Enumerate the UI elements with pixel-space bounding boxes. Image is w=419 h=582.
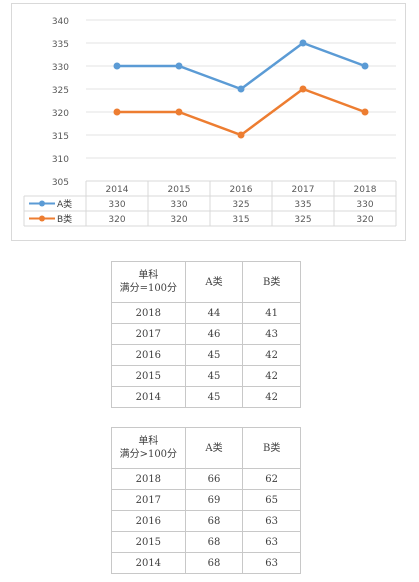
year-cell: 2016: [111, 510, 186, 532]
header-subject-cell: 单科 满分=100分: [111, 261, 186, 303]
table-row: 2015 68 63: [111, 531, 301, 553]
table-row: 2016 45 42: [111, 344, 301, 366]
x-tick-label: 2017: [292, 185, 315, 195]
b-cell: 62: [242, 468, 301, 490]
b-cell: 63: [242, 552, 301, 574]
table-row: 2017 69 65: [111, 489, 301, 511]
year-cell: 2018: [111, 302, 186, 324]
data-point: [113, 62, 121, 70]
header-col-b: B类: [242, 261, 301, 303]
data-point: [299, 85, 307, 93]
a-cell: 44: [184, 302, 244, 324]
b-cell: 41: [242, 302, 301, 324]
data-point: [175, 108, 183, 116]
table-row: 2018 66 62: [111, 468, 301, 490]
data-table-value: 320: [108, 215, 125, 225]
x-tick-label: 2014: [106, 185, 129, 195]
legend-label: A类: [57, 198, 72, 210]
b-cell: 42: [242, 365, 301, 387]
data-point: [299, 39, 307, 47]
year-cell: 2016: [111, 344, 186, 366]
b-cell: 63: [242, 510, 301, 532]
a-cell: 45: [184, 344, 244, 366]
y-tick-label: 325: [52, 86, 69, 96]
header-subject-cell: 单科 满分>100分: [111, 427, 186, 469]
data-table-value: 330: [170, 200, 187, 210]
table-row: 2017 46 43: [111, 323, 301, 345]
year-cell: 2017: [111, 323, 186, 345]
data-table-value: 330: [356, 200, 373, 210]
header-col-a: A类: [184, 261, 244, 303]
y-tick-label: 340: [52, 17, 69, 27]
y-tick-label: 315: [52, 132, 69, 142]
score-table-over-100: 单科 满分>100分 A类 B类 2018 66 62 2017 69 65 2…: [111, 427, 301, 574]
y-tick-label: 330: [52, 63, 69, 73]
a-cell: 46: [184, 323, 244, 345]
data-point: [361, 62, 369, 70]
a-cell: 66: [184, 468, 244, 490]
data-point: [175, 62, 183, 70]
legend-marker: [39, 215, 45, 222]
y-tick-label: 305: [52, 178, 69, 188]
header-line1: 单科: [138, 270, 159, 281]
a-cell: 69: [184, 489, 244, 511]
header-line1: 单科: [138, 436, 159, 447]
data-table-value: 325: [294, 215, 311, 225]
data-table-value: 325: [232, 200, 249, 210]
b-cell: 43: [242, 323, 301, 345]
year-cell: 2018: [111, 468, 186, 490]
data-table-value: 315: [232, 215, 249, 225]
header-line2: 满分>100分: [119, 449, 178, 460]
data-table-value: 320: [356, 215, 373, 225]
year-cell: 2017: [111, 489, 186, 511]
b-cell: 63: [242, 531, 301, 553]
legend-marker: [39, 200, 45, 207]
a-cell: 68: [184, 552, 244, 574]
year-cell: 2014: [111, 552, 186, 574]
data-point: [237, 85, 245, 93]
header-line2: 满分=100分: [119, 283, 178, 294]
header-col-a: A类: [184, 427, 244, 469]
chart-svg: 340 335 330 325 320 315 310 305 2014 2015 2016 2017…: [23, 17, 397, 227]
table-header-row: 单科 满分=100分 A类 B类: [111, 261, 301, 303]
b-cell: 42: [242, 344, 301, 366]
header-col-b: B类: [242, 427, 301, 469]
table-row: 2015 45 42: [111, 365, 301, 387]
legend-label: B类: [57, 213, 72, 225]
x-tick-label: 2018: [354, 185, 377, 195]
table-row: 2016 68 63: [111, 510, 301, 532]
data-point: [113, 108, 121, 116]
x-tick-label: 2016: [230, 185, 253, 195]
table-header-row: 单科 满分>100分 A类 B类: [111, 427, 301, 469]
a-cell: 68: [184, 531, 244, 553]
y-tick-label: 310: [52, 155, 69, 165]
b-cell: 65: [242, 489, 301, 511]
data-table-value: 330: [108, 200, 125, 210]
data-point: [237, 131, 245, 139]
line-chart: 340 335 330 325 320 315 310 305 2014 2015 2016 2017…: [11, 3, 406, 241]
a-cell: 68: [184, 510, 244, 532]
b-cell: 42: [242, 386, 301, 408]
y-tick-label: 320: [52, 109, 69, 119]
year-cell: 2015: [111, 531, 186, 553]
score-table-100: 单科 满分=100分 A类 B类 2018 44 41 2017 46 43 2…: [111, 261, 301, 408]
table-row: 2014 68 63: [111, 552, 301, 574]
y-tick-label: 335: [52, 40, 69, 50]
year-cell: 2014: [111, 386, 186, 408]
a-cell: 45: [184, 365, 244, 387]
table-row: 2014 45 42: [111, 386, 301, 408]
a-cell: 45: [184, 386, 244, 408]
table-row: 2018 44 41: [111, 302, 301, 324]
x-tick-label: 2015: [168, 185, 191, 195]
data-table-value: 320: [170, 215, 187, 225]
data-table-value: 335: [294, 200, 311, 210]
data-point: [361, 108, 369, 116]
year-cell: 2015: [111, 365, 186, 387]
